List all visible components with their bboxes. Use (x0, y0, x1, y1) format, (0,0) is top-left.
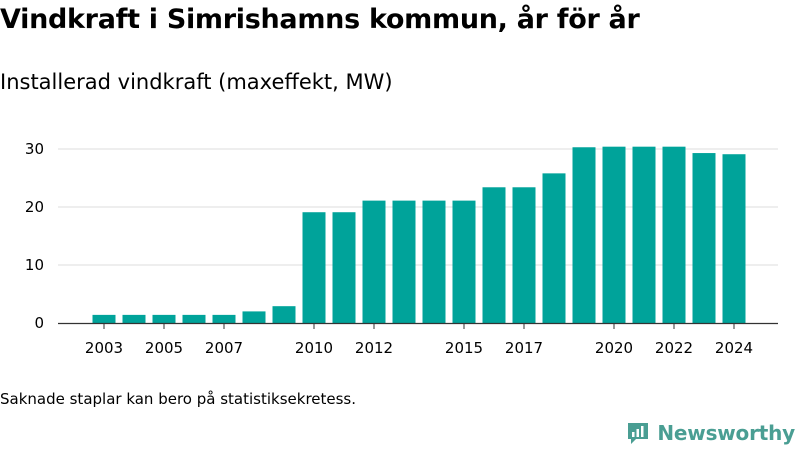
bar (692, 153, 716, 323)
x-tick-label: 2015 (445, 339, 483, 357)
bar (152, 314, 176, 323)
y-tick-label: 10 (25, 256, 44, 274)
bar (452, 200, 476, 323)
bar (392, 200, 416, 323)
chart-subtitle: Installerad vindkraft (maxeffekt, MW) (0, 70, 393, 94)
footnote: Saknade staplar kan bero på statistiksek… (0, 390, 357, 408)
x-tick-label: 2022 (655, 339, 693, 357)
bar (482, 187, 506, 323)
bar (182, 314, 206, 323)
x-tick-label: 2017 (505, 339, 543, 357)
bar (422, 200, 446, 323)
brand-name: Newsworthy (657, 421, 795, 445)
bar (512, 187, 536, 323)
x-tick-label: 2010 (295, 339, 333, 357)
chart-title: Vindkraft i Simrishamns kommun, år för å… (0, 4, 640, 35)
x-tick-label: 2020 (595, 339, 633, 357)
bar (572, 147, 596, 323)
bar (632, 146, 656, 323)
x-tick-label: 2012 (355, 339, 393, 357)
brand-logo: Newsworthy (625, 420, 795, 446)
x-tick-label: 2024 (715, 339, 753, 357)
x-tick-label: 2005 (145, 339, 183, 357)
newsworthy-logo-icon (628, 423, 649, 444)
bar (332, 212, 356, 323)
x-tick-label: 2007 (205, 339, 243, 357)
y-tick-label: 20 (25, 198, 44, 216)
bar (302, 212, 326, 323)
bar (92, 314, 116, 323)
y-tick-label: 0 (34, 314, 44, 332)
bar-chart: 0 10 20 30 2003 2005 2007 2010 2012 2015 2017 2020 2… (25, 140, 778, 357)
bar (242, 311, 266, 323)
bar (722, 154, 746, 323)
bar (542, 173, 566, 323)
bar (122, 314, 146, 323)
bar (362, 200, 386, 323)
bar (212, 314, 236, 323)
bar (602, 146, 626, 323)
x-tick-label: 2003 (85, 339, 123, 357)
bar (272, 306, 296, 323)
bar (662, 146, 686, 323)
y-tick-label: 30 (25, 140, 44, 158)
